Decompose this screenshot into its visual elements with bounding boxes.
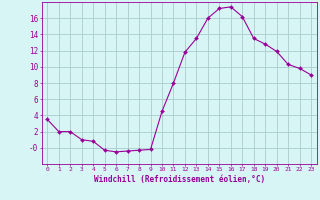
X-axis label: Windchill (Refroidissement éolien,°C): Windchill (Refroidissement éolien,°C) [94,175,265,184]
